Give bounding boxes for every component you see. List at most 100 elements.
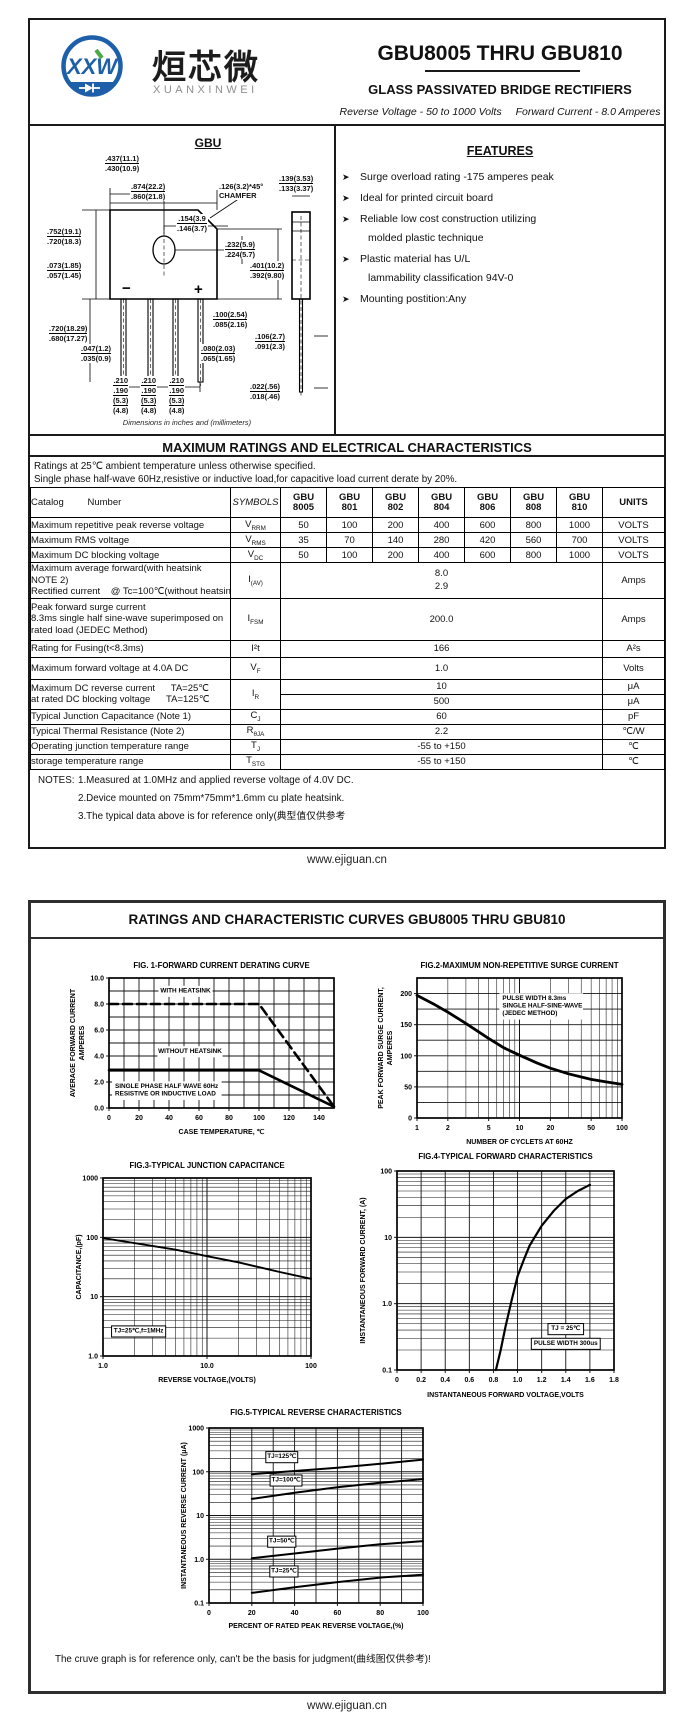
svg-text:INSTANTANEOUS FORWARD CURRENT,: INSTANTANEOUS FORWARD CURRENT, (A) <box>360 1197 367 1343</box>
chamfer-label: .126(3.2)*45° CHAMFER <box>218 182 265 200</box>
svg-text:5: 5 <box>487 1125 491 1132</box>
table-row-rthja: Typical Thermal Resistance (Note 2) RθJA… <box>30 723 665 740</box>
model-header: GBU 802 <box>372 487 419 518</box>
table-row-ir2: 500 μA <box>31 693 665 710</box>
package-name: GBU <box>194 136 222 150</box>
bullet-arrow-icon: ➤ <box>342 294 350 304</box>
features-section: FEATURES ➤ Surge overload rating -175 amp… <box>342 144 658 313</box>
svg-text:10.0: 10.0 <box>200 1363 214 1370</box>
table-row-ir: Maximum DC reverse current TA=25℃ at rate… <box>30 678 665 710</box>
feature-item: ➤ Surge overload rating -175 amperes peak <box>342 171 554 183</box>
svg-text:0.0: 0.0 <box>94 1106 104 1113</box>
svg-text:140: 140 <box>313 1115 325 1122</box>
curves-title: RATINGS AND CHARACTERISTIC CURVES GBU800… <box>31 903 663 939</box>
svg-text:10: 10 <box>516 1125 524 1132</box>
svg-text:100: 100 <box>192 1469 204 1476</box>
svg-text:60: 60 <box>334 1610 342 1617</box>
title-underline <box>425 70 580 72</box>
header-divider <box>30 124 664 126</box>
svg-text:10: 10 <box>196 1513 204 1520</box>
svg-text:TJ=100℃: TJ=100℃ <box>272 1476 301 1483</box>
datasheet-page-2: RATINGS AND CHARACTERISTIC CURVES GBU800… <box>28 900 666 1694</box>
svg-text:XXW: XXW <box>65 54 119 79</box>
logo-icon: XXW <box>61 35 123 97</box>
svg-text:FIG.4-TYPICAL FORWARD CHARACTE: FIG.4-TYPICAL FORWARD CHARACTERISTICS <box>418 1152 592 1161</box>
plus-mark: + <box>194 281 203 298</box>
svg-text:1.6: 1.6 <box>585 1377 595 1384</box>
svg-text:1.0: 1.0 <box>513 1377 523 1384</box>
svg-text:TJ = 25℃: TJ = 25℃ <box>551 1325 580 1332</box>
table-row-i2t: Rating for Fusing(t<8.3ms) I²t 166 A²s <box>30 639 665 658</box>
dimension-label: .752(19.1) .720(18.3) <box>46 227 83 246</box>
svg-text:AMPERES: AMPERES <box>79 1025 86 1060</box>
svg-text:NUMBER OF CYCLETS AT 60HZ: NUMBER OF CYCLETS AT 60HZ <box>466 1139 573 1146</box>
svg-text:CASE TEMPERATURE, ℃: CASE TEMPERATURE, ℃ <box>179 1128 265 1136</box>
minus-mark: − <box>122 280 131 297</box>
dimension-label: .720(18.29) .680(17.27) <box>48 324 89 343</box>
svg-text:150: 150 <box>400 1022 412 1029</box>
company-logo: XXW 烜芯微 XUANXINWEI <box>52 32 332 120</box>
svg-text:0: 0 <box>395 1377 399 1384</box>
diode-icon <box>79 83 100 93</box>
note-2: 2.Device mounted on 75mm*75mm*1.6mm cu p… <box>78 793 345 804</box>
reverse-voltage-spec: Reverse Voltage - 50 to 1000 Volts <box>339 106 502 118</box>
svg-text:100: 100 <box>400 1053 412 1060</box>
svg-text:80: 80 <box>376 1610 384 1617</box>
forward-current-spec: Forward Current - 8.0 Amperes <box>515 106 661 118</box>
feature-item: ➤ Plastic material has U/L <box>342 253 471 265</box>
svg-text:TJ=25℃: TJ=25℃ <box>271 1567 296 1574</box>
dimension-label: .401(10.2) .392(9.80) <box>249 261 286 280</box>
svg-text:1.0: 1.0 <box>382 1301 392 1308</box>
bullet-arrow-icon: ➤ <box>342 193 350 203</box>
dimension-label: .047(1.2) .035(0.9) <box>80 344 113 363</box>
website-link[interactable]: www.ejiguan.cn <box>307 1700 387 1712</box>
catalog-header: Catalog Number <box>30 487 231 518</box>
svg-text:0.4: 0.4 <box>440 1377 450 1384</box>
svg-text:10.0: 10.0 <box>90 976 104 983</box>
svg-text:100: 100 <box>380 1169 392 1176</box>
svg-text:20: 20 <box>248 1610 256 1617</box>
feature-item: ➤ Mounting postition:Any <box>342 293 467 305</box>
table-row-ifsm: Peak forward surge current 8.3ms single h… <box>30 597 665 641</box>
model-header: GBU 8005 <box>280 487 327 518</box>
svg-text:1.0: 1.0 <box>194 1557 204 1564</box>
svg-text:4.0: 4.0 <box>94 1054 104 1061</box>
package-outline-drawing: GBU − + <box>38 130 336 436</box>
svg-text:10: 10 <box>384 1235 392 1242</box>
brand-name-en: XUANXINWEI <box>153 84 258 96</box>
svg-text:20: 20 <box>546 1125 554 1132</box>
symbols-header: SYMBOLS <box>230 487 281 518</box>
notes-label: NOTES: <box>38 775 75 786</box>
svg-text:0: 0 <box>107 1115 111 1122</box>
svg-text:TJ=125℃: TJ=125℃ <box>267 1453 296 1460</box>
svg-text:50: 50 <box>404 1084 412 1091</box>
svg-text:PEAK FORWARD SURGE CURRENT,: PEAK FORWARD SURGE CURRENT, <box>378 987 385 1109</box>
datasheet-page-1: XXW 烜芯微 XUANXINWEI GBU8005 THRU GBU810 G… <box>28 18 666 849</box>
svg-text:SINGLE HALF-SINE-WAVE: SINGLE HALF-SINE-WAVE <box>502 1002 583 1009</box>
doc-subtitle: GLASS PASSIVATED BRIDGE RECTIFIERS <box>368 82 632 97</box>
svg-text:20: 20 <box>135 1115 143 1122</box>
svg-text:(JEDEC METHOD): (JEDEC METHOD) <box>502 1010 557 1017</box>
svg-text:CAPACITANCE,(pF): CAPACITANCE,(pF) <box>76 1234 83 1299</box>
svg-text:0: 0 <box>207 1610 211 1617</box>
part-number-title: GBU8005 THRU GBU810 <box>377 42 623 65</box>
max-ratings-banner: MAXIMUM RATINGS AND ELECTRICAL CHARACTER… <box>30 434 664 457</box>
svg-text:PULSE WIDTH 300us: PULSE WIDTH 300us <box>534 1340 598 1347</box>
dimension-label: .154(3.9.146(3.7) <box>176 214 209 233</box>
dimension-label: .080(2.03) .065(1.65) <box>200 344 237 363</box>
svg-text:RESISTIVE OR INDUCTIVE LOAD: RESISTIVE OR INDUCTIVE LOAD <box>115 1090 216 1097</box>
table-row-iav: Maximum average forward(with heatsink NO… <box>30 562 665 599</box>
svg-text:PULSE WIDTH 8.3ms: PULSE WIDTH 8.3ms <box>502 995 566 1002</box>
svg-text:100: 100 <box>417 1610 429 1617</box>
svg-text:0.1: 0.1 <box>194 1601 204 1608</box>
svg-text:AVERAGE FORWARD CURRENT: AVERAGE FORWARD CURRENT <box>70 988 77 1097</box>
svg-text:0.2: 0.2 <box>416 1377 426 1384</box>
voltage-current-line: Reverse Voltage - 50 to 1000 Volts Forwa… <box>330 106 670 118</box>
svg-text:40: 40 <box>165 1115 173 1122</box>
fig4-forward-characteristics-chart: 0 0.2 0.4 0.6 0.8 1.0 1.2 1.4 1.6 1.8 0.1 1.0 10 100 F… <box>360 1152 619 1399</box>
website-link[interactable]: www.ejiguan.cn <box>307 854 387 866</box>
svg-text:6.0: 6.0 <box>94 1028 104 1035</box>
note-3: 3.The typical data above is for referenc… <box>78 811 346 822</box>
svg-text:100: 100 <box>616 1125 628 1132</box>
svg-text:FIG.5-TYPICAL REVERSE CHARACTE: FIG.5-TYPICAL REVERSE CHARACTERISTICS <box>230 1408 401 1417</box>
